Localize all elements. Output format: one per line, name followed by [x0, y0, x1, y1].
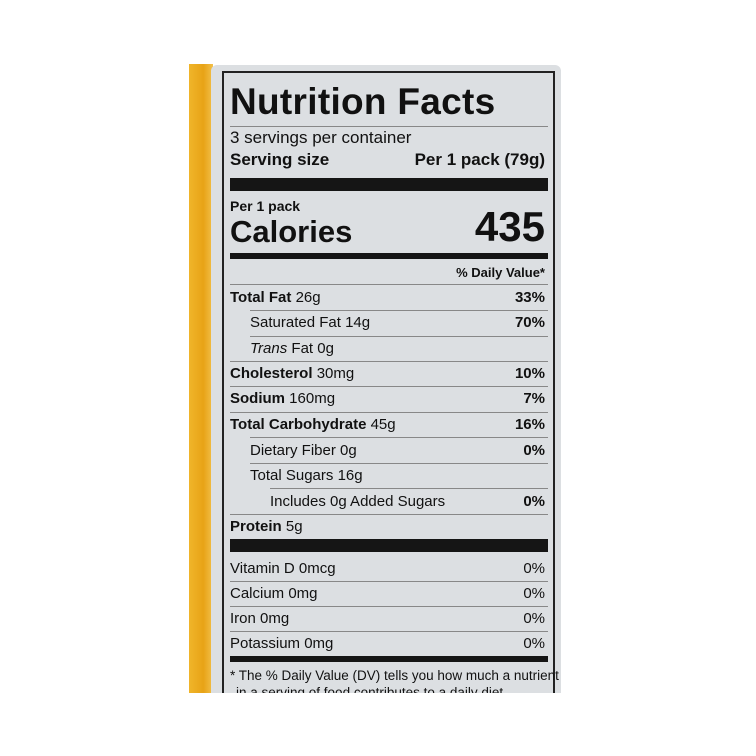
vitamin-row: Iron 0mg — [230, 610, 290, 627]
per-label: Per 1 pack — [230, 198, 301, 214]
nutrient-row: Saturated Fat 14g — [250, 314, 371, 331]
nutrient-dv: 0% — [523, 493, 545, 510]
calories-value: 435 — [474, 203, 545, 250]
nutrient-row: Protein 5g — [230, 518, 303, 535]
nutrient-dv: 70% — [514, 314, 545, 331]
serving-size-value: Per 1 pack (79g) — [414, 150, 545, 169]
vitamin-row: Potassium 0mg — [230, 635, 334, 652]
calories-label: Calories — [230, 214, 353, 249]
label-border: Nutrition Facts 3 servings per container… — [222, 71, 559, 693]
vitamin-dv: 0% — [523, 560, 545, 577]
thick-divider — [230, 178, 548, 191]
nutrient-row: Total Fat 26g — [230, 289, 321, 306]
vitamin-row: Calcium 0mg — [230, 585, 318, 602]
vitamin-dv: 0% — [523, 635, 545, 652]
nutrient-row: Trans Fat 0g — [250, 340, 334, 357]
package-edge — [189, 64, 213, 693]
footnote: in a serving of food contributes to a da… — [236, 685, 507, 693]
servings-per-container: 3 servings per container — [230, 128, 412, 147]
nutrient-row: Total Carbohydrate 45g — [230, 416, 396, 433]
nutrient-dv: 0% — [523, 442, 545, 459]
nutrient-row: Cholesterol 30mg — [230, 365, 355, 382]
nutrient-row: Includes 0g Added Sugars — [270, 493, 446, 510]
label-title: Nutrition Facts — [230, 81, 496, 122]
vitamin-row: Vitamin D 0mcg — [230, 560, 336, 577]
nutrient-dv: 10% — [514, 365, 545, 382]
daily-value-header: % Daily Value* — [456, 265, 545, 280]
nutrient-row: Dietary Fiber 0g — [250, 442, 357, 459]
vitamin-dv: 0% — [523, 610, 545, 627]
nutrient-row: Sodium 160mg — [230, 390, 336, 407]
vitamin-dv: 0% — [523, 585, 545, 602]
medium-divider — [230, 656, 548, 662]
serving-size-label: Serving size — [230, 150, 330, 169]
thick-divider — [230, 539, 548, 552]
nutrition-label: Nutrition Facts 3 servings per container… — [211, 65, 561, 693]
nutrient-row: Total Sugars 16g — [250, 467, 363, 484]
footnote: * The % Daily Value (DV) tells you how m… — [230, 668, 559, 683]
nutrient-dv: 33% — [514, 289, 545, 306]
medium-divider — [230, 253, 548, 259]
nutrient-dv: 7% — [523, 390, 545, 407]
nutrient-dv: 16% — [514, 416, 545, 433]
